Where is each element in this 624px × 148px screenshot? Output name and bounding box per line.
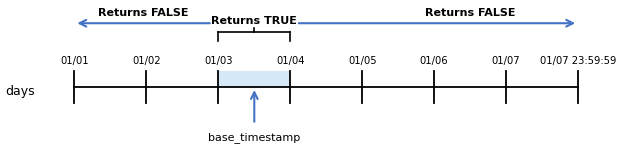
- Text: Returns FALSE: Returns FALSE: [425, 8, 515, 18]
- Text: 01/07 23:59:59: 01/07 23:59:59: [540, 56, 616, 66]
- Text: 01/05: 01/05: [348, 56, 376, 66]
- Text: base_timestamp: base_timestamp: [208, 132, 300, 143]
- Text: 01/04: 01/04: [276, 56, 305, 66]
- Text: 01/02: 01/02: [132, 56, 161, 66]
- Text: 01/06: 01/06: [420, 56, 449, 66]
- Bar: [218, 71, 290, 87]
- Text: Returns TRUE: Returns TRUE: [212, 16, 297, 26]
- Text: 01/03: 01/03: [204, 56, 233, 66]
- Text: 01/01: 01/01: [60, 56, 89, 66]
- Text: days: days: [5, 85, 35, 98]
- Text: Returns FALSE: Returns FALSE: [97, 8, 188, 18]
- Text: 01/07: 01/07: [492, 56, 520, 66]
